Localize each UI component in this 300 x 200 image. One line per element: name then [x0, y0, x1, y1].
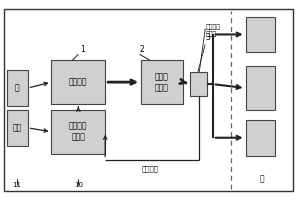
- Bar: [52, 60, 105, 104]
- Text: 信号反馈: 信号反馈: [142, 166, 158, 172]
- Text: 扭矩转速
传感器: 扭矩转速 传感器: [205, 25, 220, 37]
- Text: 1: 1: [80, 45, 85, 54]
- Bar: [7, 110, 28, 146]
- Text: 多: 多: [260, 174, 264, 183]
- Bar: [246, 120, 275, 156]
- Text: 驱动电机: 驱动电机: [69, 78, 88, 87]
- Text: 11: 11: [13, 182, 22, 188]
- Bar: [7, 70, 28, 106]
- Text: 驱动电机
控制器: 驱动电机 控制器: [69, 122, 88, 142]
- Text: 命令: 命令: [13, 123, 22, 132]
- Bar: [190, 72, 207, 96]
- Text: 2: 2: [140, 45, 144, 54]
- Text: 源: 源: [15, 84, 20, 93]
- Text: 惯性模
拟装置: 惯性模 拟装置: [155, 72, 169, 92]
- Bar: [141, 60, 183, 104]
- Text: 10: 10: [74, 182, 83, 188]
- Text: 3: 3: [205, 33, 210, 42]
- Bar: [246, 66, 275, 110]
- Bar: [246, 17, 275, 52]
- Bar: [52, 110, 105, 154]
